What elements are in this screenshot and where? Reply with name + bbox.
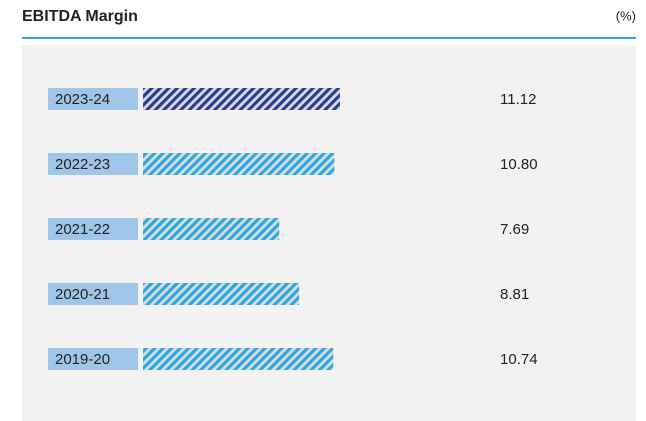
category-label: 2021-22 bbox=[55, 221, 110, 238]
category-label: 2023-24 bbox=[55, 91, 110, 108]
bar bbox=[143, 88, 340, 110]
category-box bbox=[48, 88, 138, 110]
value-label: 8.81 bbox=[500, 286, 529, 303]
bar bbox=[143, 348, 334, 370]
value-label: 7.69 bbox=[500, 221, 529, 238]
category-box bbox=[48, 283, 138, 305]
category-label: 2022-23 bbox=[55, 156, 110, 173]
category-label: 2019-20 bbox=[55, 351, 110, 368]
category-label: 2020-21 bbox=[55, 286, 110, 303]
category-box bbox=[48, 153, 138, 175]
value-label: 11.12 bbox=[500, 91, 536, 108]
category-box bbox=[48, 348, 138, 370]
bar bbox=[143, 283, 300, 305]
value-label: 10.80 bbox=[500, 156, 538, 173]
unit-label: (%) bbox=[616, 8, 636, 23]
bar bbox=[143, 218, 280, 240]
value-label: 10.74 bbox=[500, 351, 538, 368]
category-box bbox=[48, 218, 138, 240]
chart-title: EBITDA Margin bbox=[22, 8, 138, 25]
bar bbox=[143, 153, 335, 175]
